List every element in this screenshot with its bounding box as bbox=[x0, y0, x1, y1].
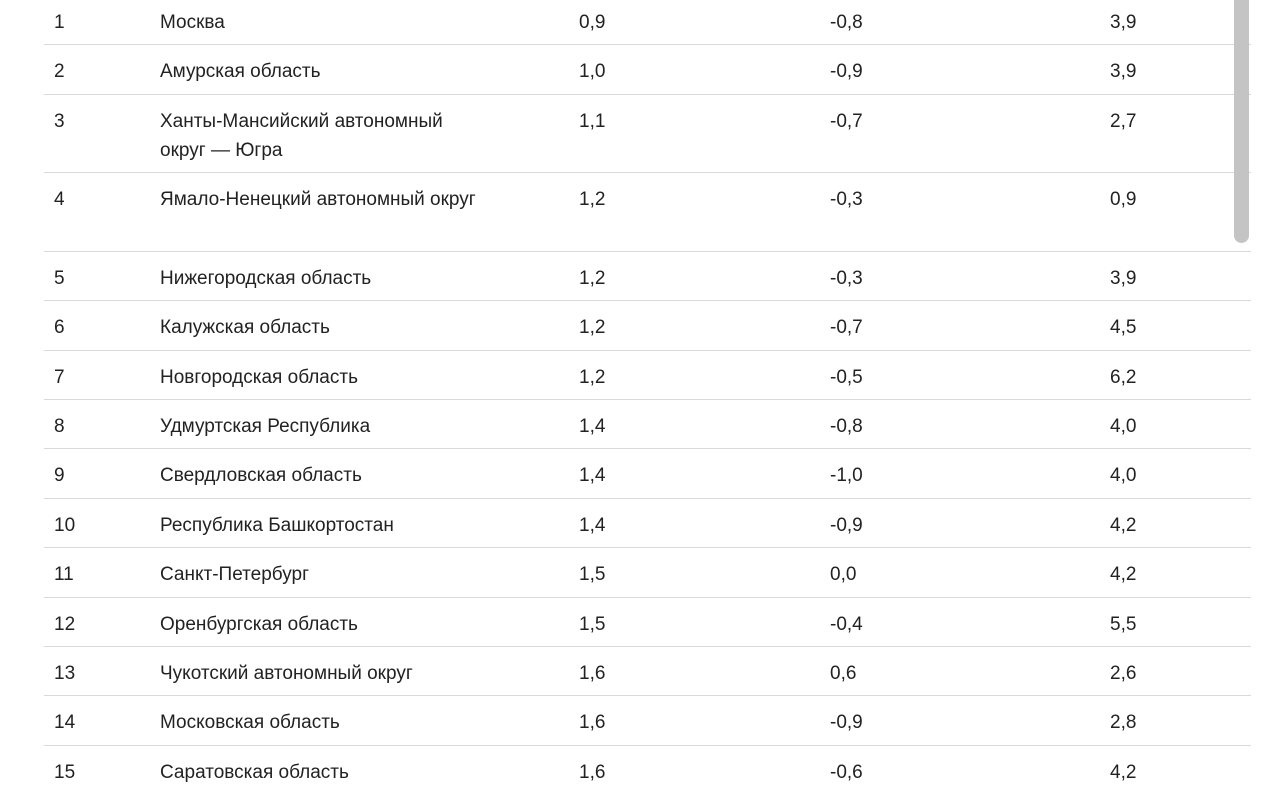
table-row: 9 Свердловская область 1,4 -1,0 4,0 bbox=[44, 449, 1251, 499]
value-col-2: -0,8 bbox=[830, 12, 863, 33]
value-col-1: 1,4 bbox=[579, 465, 606, 487]
value-col-2: -0,6 bbox=[830, 761, 863, 783]
value-col-2: -0,3 bbox=[830, 189, 863, 211]
row-number: 9 bbox=[54, 465, 65, 487]
value-col-1: 1,4 bbox=[579, 415, 606, 437]
region-name: Санкт-Петербург bbox=[160, 564, 310, 586]
regions-table: 1 Москва 0,9 -0,8 3,9 2 Амурская область… bbox=[44, 0, 1251, 788]
table-row: 11 Санкт-Петербург 1,5 0,0 4,2 bbox=[44, 548, 1251, 598]
value-col-3: 4,2 bbox=[1110, 761, 1137, 783]
table-row: 4 Ямало-Ненецкий автономный округ 1,2 -0… bbox=[44, 173, 1251, 252]
region-name: Удмуртская Республика bbox=[160, 415, 371, 437]
value-col-2: -0,4 bbox=[830, 613, 863, 635]
scrollbar-thumb[interactable] bbox=[1234, 0, 1249, 243]
row-number: 6 bbox=[54, 317, 65, 339]
region-name: Ямало-Ненецкий автономный округ bbox=[160, 189, 476, 211]
value-col-1: 1,5 bbox=[579, 613, 606, 635]
value-col-3: 0,9 bbox=[1110, 189, 1137, 211]
region-name: Калужская область bbox=[160, 317, 330, 339]
value-col-2: -0,3 bbox=[830, 267, 863, 289]
row-number: 5 bbox=[54, 267, 65, 289]
value-col-2: -1,0 bbox=[830, 465, 863, 487]
row-number: 1 bbox=[54, 12, 65, 33]
region-name: Москва bbox=[160, 12, 225, 33]
row-number: 8 bbox=[54, 415, 65, 437]
value-col-2: -0,9 bbox=[830, 514, 863, 536]
value-col-3: 6,2 bbox=[1110, 366, 1137, 388]
row-number: 3 bbox=[54, 110, 65, 132]
region-name: Ханты-Мансийский автономный округ — Югра bbox=[160, 110, 443, 161]
value-col-1: 1,2 bbox=[579, 267, 606, 289]
value-col-1: 1,1 bbox=[579, 110, 606, 132]
value-col-1: 1,6 bbox=[579, 761, 606, 783]
table-row: 15 Саратовская область 1,6 -0,6 4,2 bbox=[44, 746, 1251, 788]
value-col-1: 1,5 bbox=[579, 564, 606, 586]
value-col-1: 1,2 bbox=[579, 189, 606, 211]
value-col-3: 5,5 bbox=[1110, 613, 1137, 635]
row-number: 12 bbox=[54, 613, 76, 635]
value-col-3: 4,0 bbox=[1110, 465, 1137, 487]
region-name: Амурская область bbox=[160, 61, 321, 83]
value-col-1: 1,0 bbox=[579, 61, 606, 83]
table-row: 7 Новгородская область 1,2 -0,5 6,2 bbox=[44, 351, 1251, 400]
value-col-3: 2,8 bbox=[1110, 712, 1137, 734]
value-col-2: -0,7 bbox=[830, 110, 863, 132]
value-col-1: 1,4 bbox=[579, 514, 606, 536]
row-number: 4 bbox=[54, 189, 65, 211]
value-col-2: -0,7 bbox=[830, 317, 863, 339]
value-col-2: -0,8 bbox=[830, 415, 863, 437]
table-row: 1 Москва 0,9 -0,8 3,9 bbox=[44, 0, 1251, 46]
region-name: Новгородская область bbox=[160, 366, 358, 388]
value-col-3: 4,2 bbox=[1110, 564, 1137, 586]
value-col-3: 4,5 bbox=[1110, 317, 1137, 339]
row-number: 7 bbox=[54, 366, 65, 388]
value-col-1: 0,9 bbox=[579, 12, 606, 33]
value-col-2: -0,5 bbox=[830, 366, 863, 388]
table-row: 12 Оренбургская область 1,5 -0,4 5,5 bbox=[44, 598, 1251, 647]
table-row: 8 Удмуртская Республика 1,4 -0,8 4,0 bbox=[44, 400, 1251, 450]
value-col-1: 1,6 bbox=[579, 662, 606, 684]
value-col-3: 3,9 bbox=[1110, 61, 1137, 83]
value-col-3: 4,2 bbox=[1110, 514, 1137, 536]
table-row: 14 Московская область 1,6 -0,9 2,8 bbox=[44, 696, 1251, 746]
value-col-3: 3,9 bbox=[1110, 12, 1137, 33]
value-col-2: 0,6 bbox=[830, 662, 857, 684]
value-col-2: 0,0 bbox=[830, 564, 857, 586]
value-col-3: 4,0 bbox=[1110, 415, 1137, 437]
value-col-3: 3,9 bbox=[1110, 267, 1137, 289]
value-col-3: 2,6 bbox=[1110, 662, 1137, 684]
table-row: 3 Ханты-Мансийский автономный округ — Юг… bbox=[44, 95, 1251, 174]
region-name: Республика Башкортостан bbox=[160, 514, 394, 536]
table-row: 5 Нижегородская область 1,2 -0,3 3,9 bbox=[44, 252, 1251, 302]
table-row: 13 Чукотский автономный округ 1,6 0,6 2,… bbox=[44, 647, 1251, 697]
region-name: Оренбургская область bbox=[160, 613, 358, 635]
table-row: 10 Республика Башкортостан 1,4 -0,9 4,2 bbox=[44, 499, 1251, 549]
region-name: Московская область bbox=[160, 712, 340, 734]
row-number: 14 bbox=[54, 712, 76, 734]
value-col-2: -0,9 bbox=[830, 712, 863, 734]
row-number: 2 bbox=[54, 61, 65, 83]
row-number: 11 bbox=[54, 564, 74, 586]
row-number: 15 bbox=[54, 761, 76, 783]
region-name: Нижегородская область bbox=[160, 267, 372, 289]
value-col-1: 1,6 bbox=[579, 712, 606, 734]
value-col-1: 1,2 bbox=[579, 366, 606, 388]
row-number: 10 bbox=[54, 514, 76, 536]
region-name: Чукотский автономный округ bbox=[160, 662, 413, 684]
row-number: 13 bbox=[54, 662, 76, 684]
region-name: Саратовская область bbox=[160, 761, 349, 783]
table-row: 6 Калужская область 1,2 -0,7 4,5 bbox=[44, 301, 1251, 351]
value-col-1: 1,2 bbox=[579, 317, 606, 339]
table-row: 2 Амурская область 1,0 -0,9 3,9 bbox=[44, 45, 1251, 95]
value-col-3: 2,7 bbox=[1110, 110, 1137, 132]
value-col-2: -0,9 bbox=[830, 61, 863, 83]
region-name: Свердловская область bbox=[160, 465, 362, 487]
